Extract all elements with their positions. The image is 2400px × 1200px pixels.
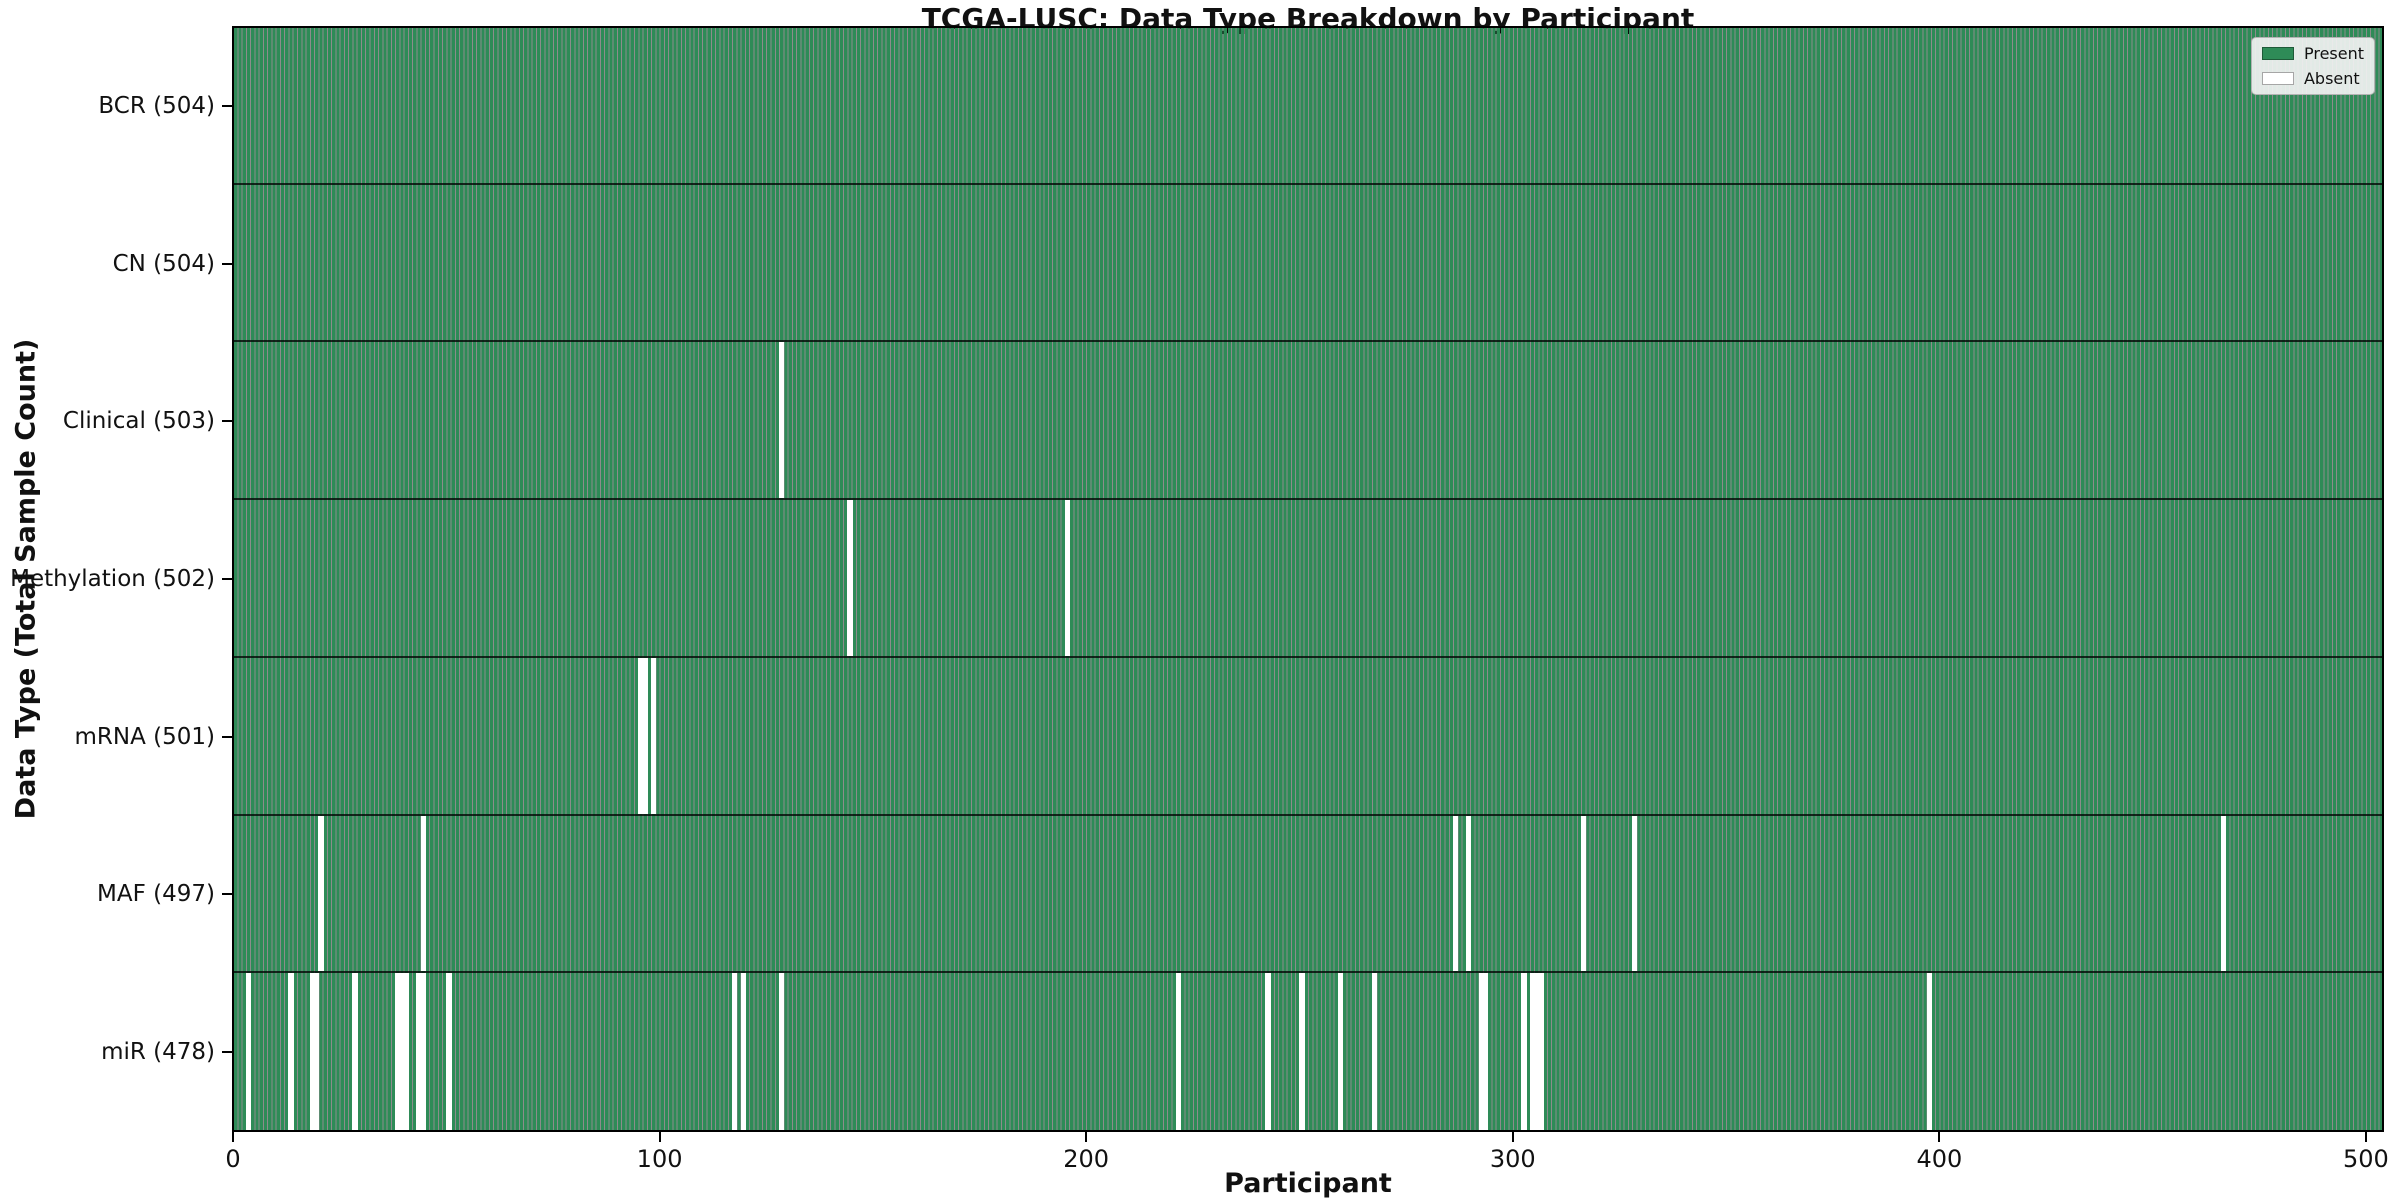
absent-stripe <box>245 973 252 1131</box>
x-tick-mark <box>2364 1132 2367 1142</box>
absent-stripe <box>314 973 320 1131</box>
x-tick-label-500: 500 <box>2343 1145 2389 1173</box>
y-tick-mark <box>222 1051 232 1054</box>
absent-stripe <box>1064 500 1071 656</box>
x-tick-label-100: 100 <box>636 1145 683 1173</box>
absent-stripe <box>847 500 853 656</box>
y-tick-label-cn: CN (504) <box>112 250 215 277</box>
absent-stripe <box>2220 815 2227 972</box>
y-tick-label-clinical: Clinical (503) <box>62 408 215 435</box>
absent-stripe <box>740 973 746 1131</box>
y-tick-mark <box>222 104 232 107</box>
absent-stripe <box>446 973 452 1131</box>
absent-stripe <box>288 973 294 1131</box>
heatmap-row-clinical <box>233 342 2383 501</box>
y-tick-label-mir: miR (478) <box>101 1039 215 1066</box>
y-tick-mark <box>222 420 232 423</box>
absent-stripe <box>1926 973 1932 1131</box>
absent-stripe <box>1337 973 1344 1131</box>
absent-stripe <box>403 973 409 1131</box>
absent-stripe <box>1175 973 1182 1131</box>
heatmap-row-mir <box>233 973 2383 1131</box>
absent-stripe <box>1465 815 1472 972</box>
legend-label-present: Present <box>2303 44 2364 63</box>
legend-entry-absent: Absent <box>2261 69 2364 88</box>
heatmap-row-mrna <box>233 657 2383 816</box>
y-tick-mark <box>222 735 232 738</box>
absent-stripe <box>779 342 785 499</box>
absent-stripe <box>1632 815 1638 972</box>
absent-stripe <box>638 657 644 814</box>
absent-stripe <box>651 657 657 814</box>
heatmap-row-bcr <box>233 27 2383 185</box>
y-tick-label-maf: MAF (497) <box>97 881 215 908</box>
x-tick-label-400: 400 <box>1916 1145 1963 1173</box>
absent-stripe <box>1453 815 1459 972</box>
legend-label-absent: Absent <box>2303 69 2360 88</box>
absent-stripe <box>1482 973 1489 1131</box>
x-axis-label: Participant <box>1224 1168 1392 1199</box>
absent-stripe <box>732 973 738 1131</box>
x-tick-label-0: 0 <box>225 1145 241 1173</box>
absent-stripe <box>1538 973 1544 1131</box>
y-tick-label-methylation: Methylation (502) <box>10 566 215 592</box>
absent-stripe <box>1521 973 1527 1131</box>
absent-stripe <box>1299 973 1305 1131</box>
absent-stripe <box>416 973 422 1131</box>
legend-swatch-present <box>2261 47 2294 60</box>
y-tick-mark <box>222 893 232 896</box>
x-tick-mark <box>1938 1132 1941 1142</box>
x-tick-mark <box>1085 1132 1088 1142</box>
x-tick-mark <box>232 1132 234 1142</box>
absent-stripe <box>318 815 324 972</box>
absent-stripe <box>420 815 426 972</box>
absent-stripe <box>399 973 405 1131</box>
y-tick-label-mrna: mRNA (501) <box>74 723 215 750</box>
absent-stripe <box>352 973 358 1131</box>
absent-stripe <box>1534 973 1540 1131</box>
legend-swatch-absent <box>2261 72 2294 85</box>
absent-stripe <box>642 657 648 814</box>
y-tick-mark <box>222 578 232 580</box>
absent-stripe <box>1581 815 1587 972</box>
absent-stripe <box>779 973 785 1131</box>
absent-stripe <box>420 973 426 1131</box>
absent-stripe <box>1371 973 1378 1131</box>
y-tick-label-bcr: BCR (504) <box>98 92 215 119</box>
x-tick-mark <box>658 1132 661 1142</box>
absent-stripe <box>1478 973 1484 1131</box>
heatmap-row-maf <box>233 815 2383 974</box>
absent-stripe <box>309 973 316 1131</box>
heatmap-row-methylation <box>233 500 2383 658</box>
heatmap-row-cn <box>233 184 2383 343</box>
y-tick-mark <box>222 262 232 265</box>
absent-stripe <box>395 973 401 1131</box>
x-tick-label-200: 200 <box>1063 1145 1110 1173</box>
x-tick-mark <box>1511 1132 1514 1142</box>
legend-entry-present: Present <box>2261 44 2364 63</box>
legend: Present Absent <box>2250 37 2375 95</box>
absent-stripe <box>1529 973 1536 1131</box>
x-tick-label-300: 300 <box>1489 1145 1536 1173</box>
absent-stripe <box>1265 973 1271 1131</box>
